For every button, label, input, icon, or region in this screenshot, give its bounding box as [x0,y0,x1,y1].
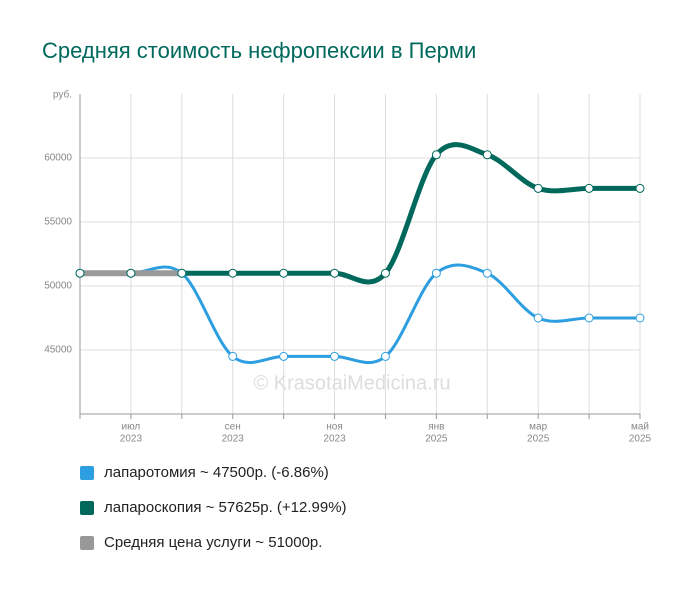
point [431,268,441,278]
y-tick-label: 55000 [44,217,72,228]
x-tick-year: 2023 [222,434,245,445]
x-tick-year: 2025 [425,434,448,445]
watermark: © KrasotaiMedicina.ru [253,372,450,394]
x-tick-label: сен [225,422,241,433]
series-line [77,142,643,285]
point [279,268,289,278]
x-tick-label: мар [529,422,547,433]
x-tick-label: янв [428,422,444,433]
point [635,313,645,323]
point [330,268,340,278]
point [635,183,645,193]
x-tick-label: ноя [326,422,343,433]
point [533,183,543,193]
point [279,351,289,361]
legend-swatch [80,501,94,515]
point [584,313,594,323]
point [533,313,543,323]
legend-swatch [80,466,94,480]
y-tick-label: 60000 [44,153,72,164]
x-tick-label: май [631,422,649,433]
point [584,183,594,193]
point [228,268,238,278]
chart-title: Средняя стоимость нефропексии в Перми [42,38,476,63]
point [75,268,85,278]
legend-swatch [80,536,94,550]
point [482,150,492,160]
y-axis-label: руб. [53,89,72,101]
point [431,150,441,160]
point [380,351,390,361]
y-tick-label: 50000 [44,281,72,292]
point [330,351,340,361]
x-tick-year: 2023 [323,434,346,445]
x-tick-year: 2025 [629,434,652,445]
legend-label: лапаротомия ~ 47500р. (-6.86%) [104,464,329,481]
point [380,268,390,278]
point [228,351,238,361]
point [126,268,136,278]
x-tick-label: июл [122,422,141,433]
legend-label: Средняя цена услуги ~ 51000р. [104,534,322,551]
x-tick-year: 2025 [527,434,550,445]
x-tick-year: 2023 [120,434,143,445]
y-tick-label: 45000 [44,345,72,356]
point [177,268,187,278]
legend-label: лапароскопия ~ 57625р. (+12.99%) [104,499,347,516]
point [482,268,492,278]
